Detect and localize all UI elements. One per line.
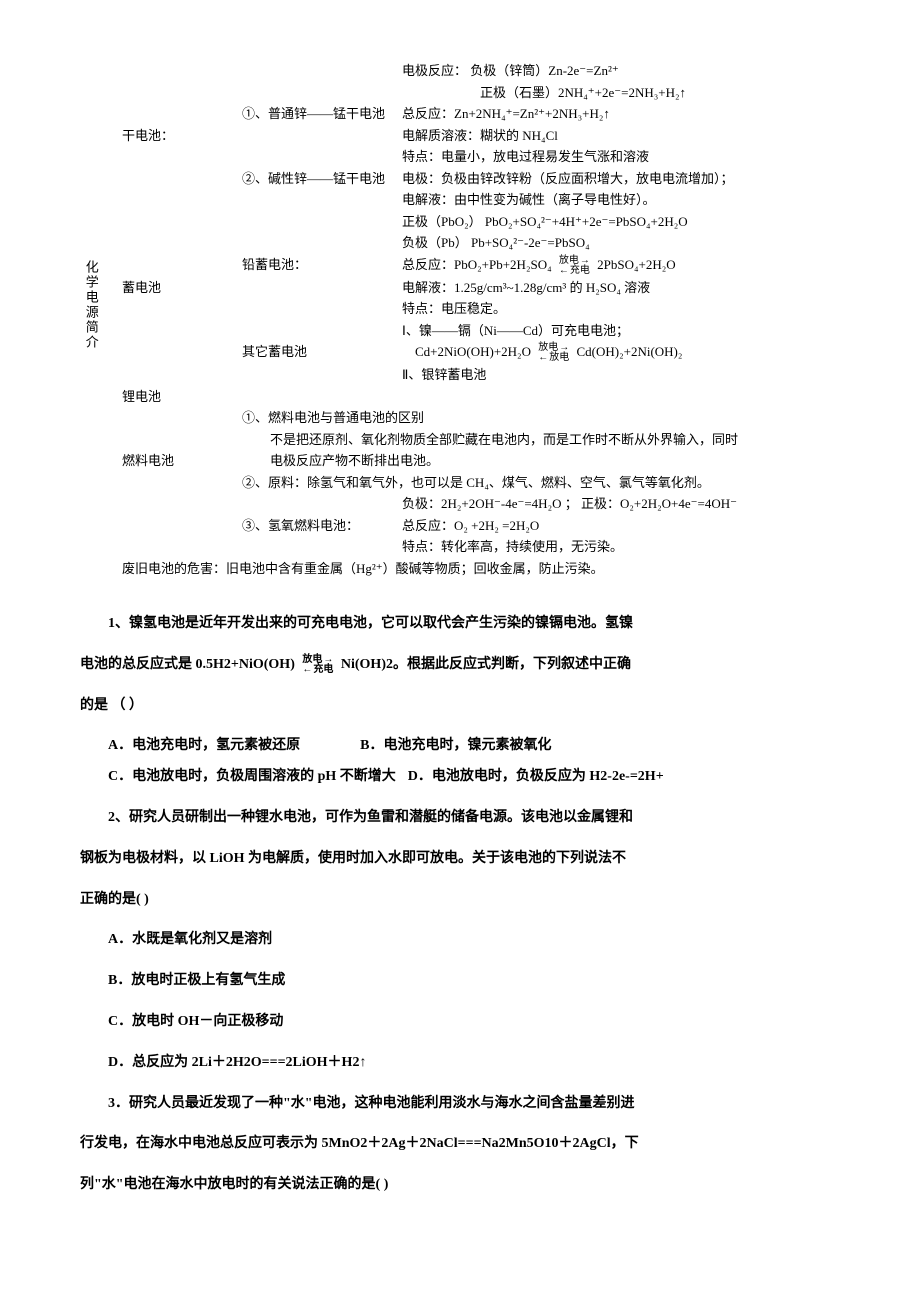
q1-stem-line3: 的是 （ ） [80, 691, 840, 722]
other-i: Ⅰ、镍——镉（Ni——Cd）可充电电池； [400, 320, 840, 342]
waste-label: 废旧电池的危害：旧电池中含有重金属（Hg²⁺）酸碱等物质；回收金属，防止污染。 [120, 558, 840, 580]
dc-ord-elyte: 电解质溶液：糊状的 NH₄Cl [400, 125, 840, 147]
q3-stem-line1: 3．研究人员最近发现了一种"水"电池，这种电池能利用淡水与海水之间含盐量差别进 [80, 1089, 840, 1120]
q2-stem-line2: 钢板为电极材料，以 LiOH 为电解质，使用时加入水即可放电。关于该电池的下列说… [80, 844, 840, 875]
fuel-h2-total: 总反应：O₂ +2H₂ =2H₂O [400, 515, 840, 537]
questions-block: 1、镍氢电池是近年开发出来的可充电电池，它可以取代会产生污染的镍镉电池。氢镍 电… [80, 609, 840, 1201]
dc-ord-label: ①、普通锌——锰干电池 [240, 103, 400, 125]
lead-neg: 负极（Pb） Pb+SO₄²⁻-2e⁻=PbSO₄ [400, 232, 840, 254]
q1-optB: B．电池充电时，镍元素被氧化 [360, 731, 551, 762]
q1-optC: C．电池放电时，负极周围溶液的 pH 不断增大 [108, 762, 396, 793]
q3-stem-line2: 行发电，在海水中电池总反应可表示为 5MnO2＋2Ag＋2NaCl===Na2M… [80, 1129, 840, 1160]
fuel-diff2: 电极反应产物不断排出电池。 [240, 450, 840, 472]
storage-label: 蓄电池 [120, 277, 240, 299]
q1-optA: A．电池充电时，氢元素被还原 [108, 731, 300, 762]
q3-stem-line3: 列"水"电池在海水中放电时的有关说法正确的是( ) [80, 1170, 840, 1201]
q2-optA: A．水既是氧化剂又是溶剂 [80, 925, 840, 956]
dc-label: 干电池： [120, 125, 240, 147]
reversible-arrow-icon: 放电放电 [538, 343, 569, 363]
lead-feat: 特点：电压稳定。 [400, 298, 840, 320]
lead-label: 铅蓄电池： [240, 254, 400, 277]
fuel-diff-label: ①、燃料电池与普通电池的区别 [240, 407, 400, 429]
fuel-raw: ②、原料：除氢气和氧气外，也可以是 CH₄、煤气、燃料、空气、氯气等氧化剂。 [240, 472, 840, 494]
q1-stem-line2: 电池的总反应式是 0.5H2+NiO(OH) 放电 充电 Ni(OH)2。根据此… [80, 650, 840, 681]
q2-optD: D．总反应为 2Li＋2H2O===2LiOH＋H2↑ [80, 1048, 840, 1079]
other-ii: Ⅱ、银锌蓄电池 [400, 364, 840, 386]
q2-optB: B．放电时正极上有氢气生成 [80, 966, 840, 997]
lead-total: 总反应：PbO₂+Pb+2H₂SO₄ 放电充电 2PbSO₄+2H₂O [400, 254, 840, 277]
diagram-grid: 电极反应： 负极（锌筒）Zn-2e⁻=Zn²⁺ 正极（石墨）2NH₄⁺+2e⁻=… [80, 60, 840, 579]
lead-pos: 正极（PbO₂） PbO₂+SO₄²⁻+4H⁺+2e⁻=PbSO₄+2H₂O [400, 211, 840, 233]
dc-ord-pos: 正极（石墨）2NH₄⁺+2e⁻=2NH₃+H₂↑ [400, 82, 840, 104]
q2-optC: C．放电时 OH－向正极移动 [80, 1007, 840, 1038]
other-label: 其它蓄电池 [240, 341, 400, 364]
reversible-arrow-icon: 放电充电 [559, 256, 590, 276]
q2-stem-line3: 正确的是( ) [80, 885, 840, 916]
q2-stem-line1: 2、研究人员研制出一种锂水电池，可作为鱼雷和潜艇的储备电源。该电池以金属锂和 [80, 803, 840, 834]
dc-ord-feat: 特点：电量小，放电过程易发生气涨和溶液 [400, 146, 840, 168]
fuel-label: 燃料电池 [120, 450, 240, 472]
reversible-arrow-icon: 放电 充电 [302, 655, 333, 675]
fuel-h2-feat: 特点：转化率高，持续使用，无污染。 [400, 536, 840, 558]
dc-ord-neg: 电极反应： 负极（锌筒）Zn-2e⁻=Zn²⁺ [400, 60, 840, 82]
dc-alk-label: ②、碱性锌——锰干电池 [240, 168, 400, 190]
dc-alk-elec: 电极：负极由锌改锌粉（反应面积增大，放电电流增加）； [400, 168, 840, 190]
q1-opts-ab: A．电池充电时，氢元素被还原 B．电池充电时，镍元素被氧化 [108, 731, 840, 762]
root-label: 化学电源简介 [80, 260, 101, 350]
fuel-diff1: 不是把还原剂、氧化剂物质全部贮藏在电池内，而是工作时不断从外界输入，同时 [240, 429, 840, 451]
fuel-h2-label: ③、氢氧燃料电池： [240, 515, 400, 537]
q1-optD: D．电池放电时，负极反应为 H2-2e-=2H+ [408, 762, 664, 793]
fuel-h2-neg: 负极：2H₂+2OH⁻-4e⁻=4H₂O ； 正极：O₂+2H₂O+4e⁻=4O… [400, 493, 840, 515]
li-label: 锂电池 [120, 386, 240, 408]
other-i-eq: Cd+2NiO(OH)+2H₂O 放电放电 Cd(OH)₂+2Ni(OH)₂ [400, 341, 840, 364]
concept-diagram: 化学电源简介 电极反应： 负极（锌筒）Zn-2e⁻=Zn²⁺ 正极（石墨）2NH… [80, 60, 840, 579]
dc-ord-total: 总反应：Zn+2NH₄⁺=Zn²⁺+2NH₃+H₂↑ [400, 103, 840, 125]
q1-opts-cd: C．电池放电时，负极周围溶液的 pH 不断增大 D．电池放电时，负极反应为 H2… [108, 762, 840, 793]
q1-stem-line1: 1、镍氢电池是近年开发出来的可充电电池，它可以取代会产生污染的镍镉电池。氢镍 [80, 609, 840, 640]
dc-alk-elyte: 电解液：由中性变为碱性（离子导电性好）。 [400, 189, 840, 211]
lead-elyte: 电解液：1.25g/cm³~1.28g/cm³ 的 H₂SO₄ 溶液 [400, 277, 840, 299]
